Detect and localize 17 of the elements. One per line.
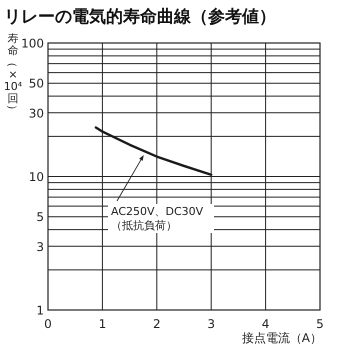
x-tick-label: 4	[262, 317, 270, 331]
x-tick-label: 2	[152, 317, 161, 331]
y-tick-label: 1	[36, 304, 44, 318]
x-tick-label: 1	[98, 317, 106, 331]
chart-title: リレーの電気的寿命曲線（参考値）	[4, 7, 276, 27]
y-tick-label: 3	[36, 240, 44, 254]
y-tick-label: 30	[28, 106, 44, 120]
y-axis-title: 寿命（×10⁴回）	[4, 32, 23, 116]
y-tick-label: 100	[21, 36, 44, 50]
x-axis-title: 接点電流（A）	[242, 331, 322, 345]
x-tick-label: 5	[316, 317, 324, 331]
y-tick-label: 10	[28, 170, 44, 184]
y-tick-label: 50	[28, 76, 44, 91]
annotation: AC250V、DC30V（抵抗負荷）	[108, 204, 214, 233]
y-tick-label: 5	[36, 210, 44, 224]
x-tick-label: 3	[207, 317, 216, 331]
x-tick-label: 0	[44, 317, 52, 331]
